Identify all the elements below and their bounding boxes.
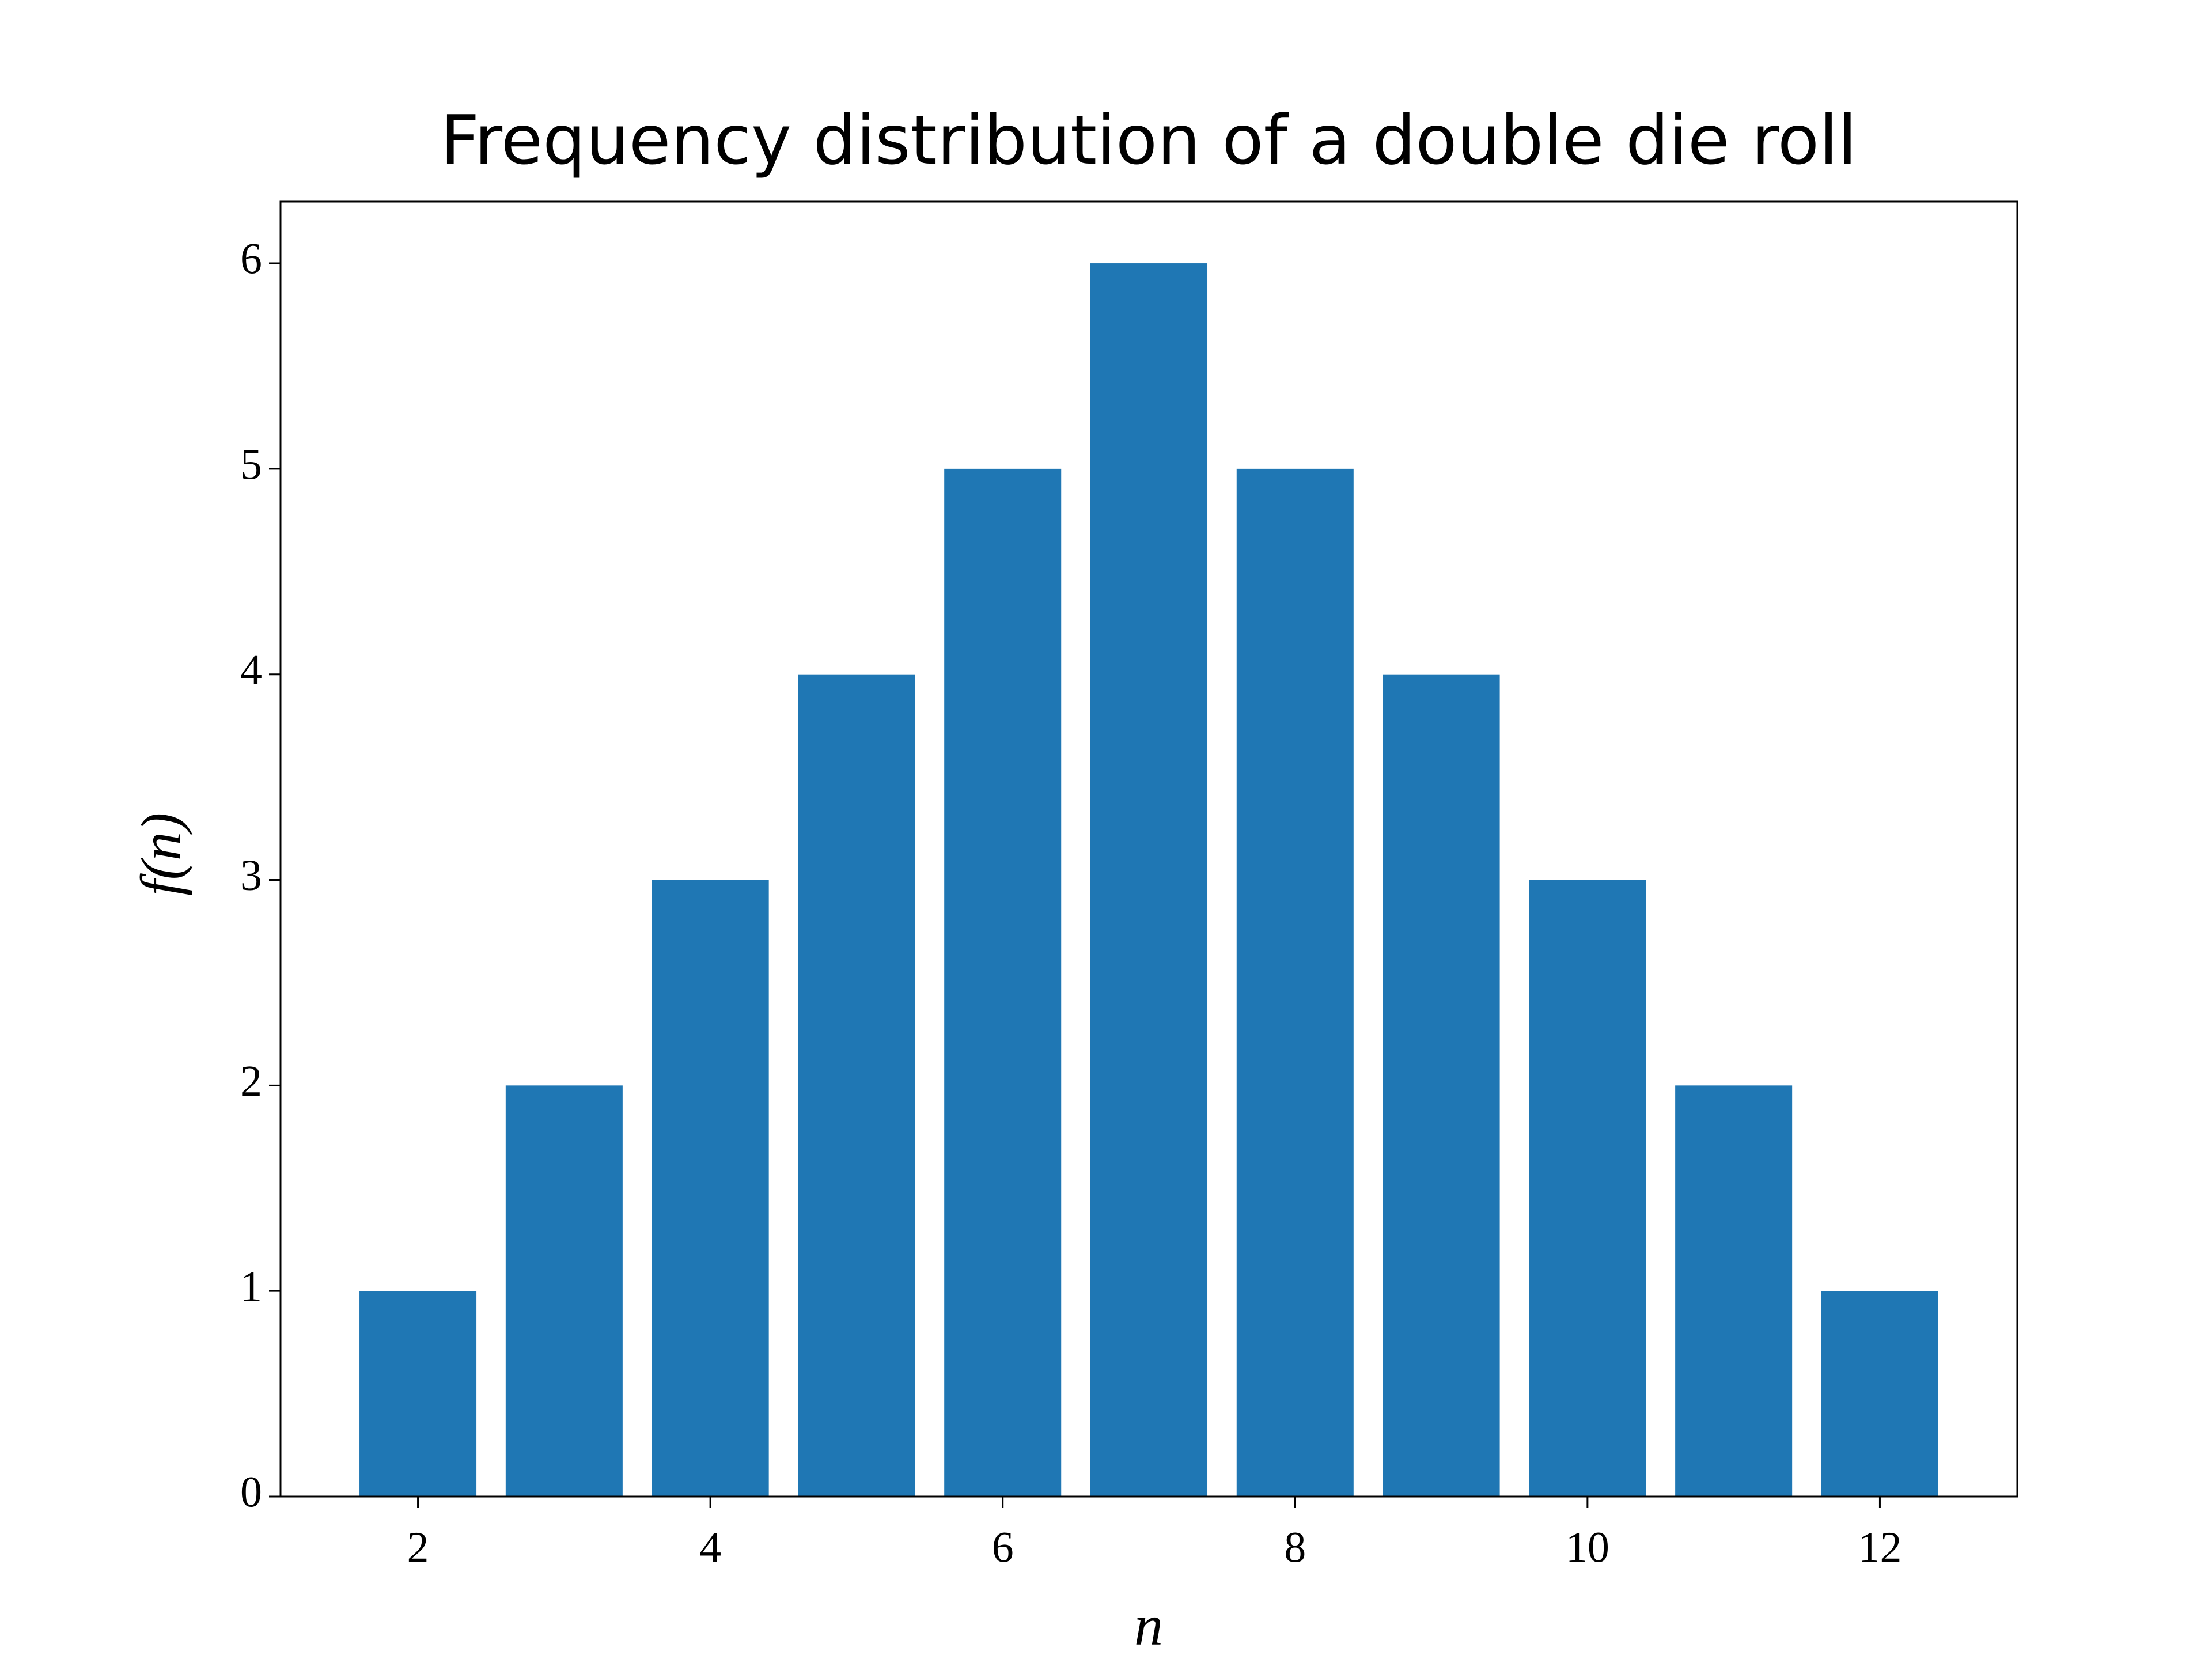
y-tick-label: 1 [240, 1263, 262, 1311]
bar [652, 880, 769, 1497]
bar [505, 1085, 623, 1497]
x-tick-label: 10 [1566, 1523, 1609, 1571]
y-tick-label: 4 [240, 646, 262, 694]
y-tick-label: 2 [240, 1057, 262, 1105]
bar [798, 674, 915, 1497]
bar [1090, 263, 1208, 1497]
y-tick-label: 5 [240, 440, 262, 488]
y-tick-label: 6 [240, 234, 262, 283]
x-tick-label: 2 [407, 1523, 429, 1571]
bar [359, 1291, 477, 1497]
x-tick-label: 4 [699, 1523, 721, 1571]
bar [944, 468, 1062, 1497]
bar [1382, 674, 1500, 1497]
y-tick-label: 0 [240, 1468, 262, 1516]
bar [1675, 1085, 1793, 1497]
x-tick-label: 6 [992, 1523, 1014, 1571]
y-axis-label: f(n) [129, 813, 193, 896]
bar [1529, 880, 1646, 1497]
x-tick-label: 8 [1284, 1523, 1306, 1571]
x-tick-label: 12 [1858, 1523, 1902, 1571]
y-tick-label: 3 [240, 851, 262, 900]
bar [1821, 1291, 1938, 1497]
x-axis-label: n [1134, 1593, 1163, 1657]
bar [1236, 468, 1354, 1497]
chart-title: Frequency distribution of a double die r… [440, 100, 1857, 180]
plot-frame [279, 200, 2018, 1498]
